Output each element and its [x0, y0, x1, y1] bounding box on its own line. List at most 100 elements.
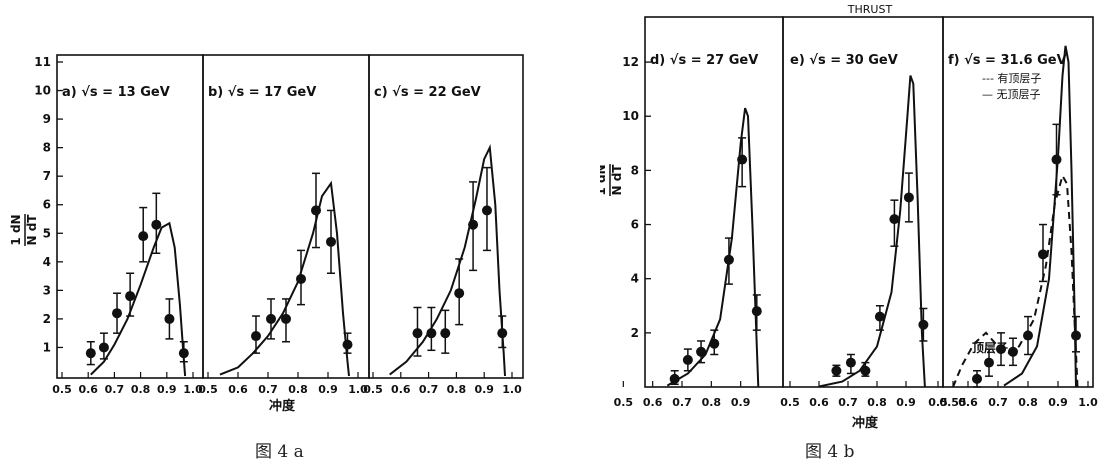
data-point — [696, 346, 707, 357]
data-point — [751, 306, 762, 317]
x-tick-label: 0.5 — [52, 383, 72, 396]
data-point — [151, 219, 162, 230]
x-tick-label: 0.6 — [78, 383, 98, 396]
data-point — [85, 348, 96, 359]
x-tick-label: 0.7 — [258, 383, 278, 396]
panel-a: a) √s = 13 GeV 0.5 0.6 0.7 0.8 0.9 1.0 — [52, 54, 204, 396]
y-tick-label: 10 — [622, 109, 639, 123]
x-tick-label: 0.8 — [288, 383, 308, 396]
x-tick-label: 0.8 — [447, 383, 467, 396]
data-point — [1038, 249, 1048, 260]
y-tick-label: 2 — [631, 326, 639, 340]
panel-b-label: b) √s = 17 GeV — [208, 85, 316, 100]
fig-a-ylabel-bottom: N dT — [25, 214, 39, 246]
fig-a-xlabel: 冲度 — [269, 398, 296, 414]
data-point — [281, 313, 291, 324]
panel-b: b) √s = 17 GeV 0.5 0.6 0.7 0.8 0.9 1.0 — [198, 54, 370, 396]
x-tick-label: 0.8 — [702, 396, 722, 409]
x-tick-label: 1.0 — [1078, 396, 1098, 409]
panel-e-label: e) √s = 30 GeV — [790, 53, 898, 68]
panel-f-legend-dashed: --- 有顶层子 — [982, 71, 1041, 85]
data-point — [125, 291, 136, 302]
data-point — [426, 328, 437, 339]
data-point — [737, 154, 748, 165]
panel-frame — [368, 54, 524, 379]
caption-fig-4b: 图 4 b — [805, 442, 855, 462]
x-tick-label: 0.5 — [363, 383, 383, 396]
x-tick-label: 0.9 — [731, 396, 751, 409]
x-tick-label: 0.9 — [318, 383, 338, 396]
y-tick-label: 8 — [43, 141, 51, 155]
panel-frame — [782, 16, 944, 388]
data-point — [1008, 346, 1018, 357]
y-tick-label: 9 — [43, 112, 51, 126]
data-point — [996, 344, 1006, 355]
fig-b-ylabel-bottom: N dT — [610, 164, 624, 196]
y-tick-label: 12 — [622, 55, 639, 69]
x-tick-label: 0.9 — [474, 383, 494, 396]
y-tick-label: 11 — [34, 55, 51, 69]
figure-4a: 1 dN N dT 冲度 1 2 3 4 5 6 7 8 9 10 11 a) √s = 13 Ge… — [9, 54, 524, 414]
x-tick-label: 0.5 — [780, 396, 800, 409]
data-point — [831, 365, 842, 376]
data-point — [860, 365, 871, 376]
x-tick-label: 0.7 — [988, 396, 1008, 409]
x-tick-label: 0.7 — [672, 396, 692, 409]
panel-e: e) √s = 30 GeV 0.5 0.6 0.7 0.8 0.9 — [780, 16, 944, 409]
panel-c-label: c) √s = 22 GeV — [374, 85, 481, 100]
fig-b-xlabel: 冲度 — [852, 415, 879, 430]
panel-f-legend-solid: — 无顶层子 — [982, 88, 1041, 101]
curve-solid — [666, 107, 760, 388]
fig-a-ylabel: 1 dN N dT — [9, 214, 39, 246]
x-tick-label: 0.8 — [1018, 396, 1038, 409]
data-point — [845, 357, 856, 368]
fig-b-title: THRUST — [847, 3, 893, 16]
panel-a-label: a) √s = 13 GeV — [62, 85, 170, 100]
data-point — [1023, 330, 1033, 341]
x-tick-label: 0.9 — [896, 396, 916, 409]
curve-solid — [389, 143, 506, 377]
panel-d-label: d) √s = 27 GeV — [650, 53, 758, 68]
curve-solid — [818, 75, 926, 388]
x-tick-label: 0.7 — [419, 383, 439, 396]
data-point — [296, 273, 306, 284]
data-point — [481, 205, 492, 216]
y-tick-label: 4 — [43, 255, 51, 269]
x-tick-label: 1.0 — [348, 383, 368, 396]
fig-b-ylabel-top: 1 dN — [600, 164, 608, 195]
y-tick-label: 1 — [43, 340, 51, 354]
data-point — [412, 328, 423, 339]
curve-dashed — [952, 173, 1079, 388]
data-point — [1051, 154, 1062, 165]
x-tick-label: 0.7 — [838, 396, 858, 409]
figure-4b: THRUST 1 dN N dT 冲度 2 4 6 8 10 12 d) √s = 27 … — [600, 3, 1098, 430]
x-tick-label: 0.6 — [809, 396, 829, 409]
data-point — [669, 373, 680, 384]
x-tick-label: 0.7 — [105, 383, 125, 396]
fig-b-ylabel: 1 dN N dT — [600, 164, 624, 196]
y-tick-label: 7 — [43, 169, 51, 183]
data-point — [972, 373, 982, 384]
data-point — [918, 319, 929, 330]
x-tick-label: 0.6 — [643, 396, 663, 409]
x-tick-label: 0.6 — [958, 396, 978, 409]
fig-a-ylabel-top: 1 dN — [9, 214, 23, 245]
data-point — [874, 311, 885, 322]
panel-frame — [942, 16, 1094, 388]
y-tick-label: 6 — [43, 198, 51, 212]
data-point — [311, 205, 321, 216]
x-tick-label: 0.9 — [157, 383, 177, 396]
y-tick-label: 8 — [631, 163, 639, 177]
fig-a-y-axis: 1 2 3 4 5 6 7 8 9 10 11 — [34, 55, 63, 354]
data-point — [1071, 330, 1081, 341]
x-tick-label: 0.5 — [614, 396, 634, 409]
data-point — [903, 192, 914, 203]
data-point — [723, 254, 734, 265]
data-point — [468, 219, 479, 230]
data-point — [251, 331, 261, 342]
data-point — [138, 231, 149, 242]
x-tick-label: 0.55 — [939, 396, 966, 409]
data-point — [164, 313, 175, 324]
data-point — [984, 357, 994, 368]
data-point — [112, 308, 123, 319]
